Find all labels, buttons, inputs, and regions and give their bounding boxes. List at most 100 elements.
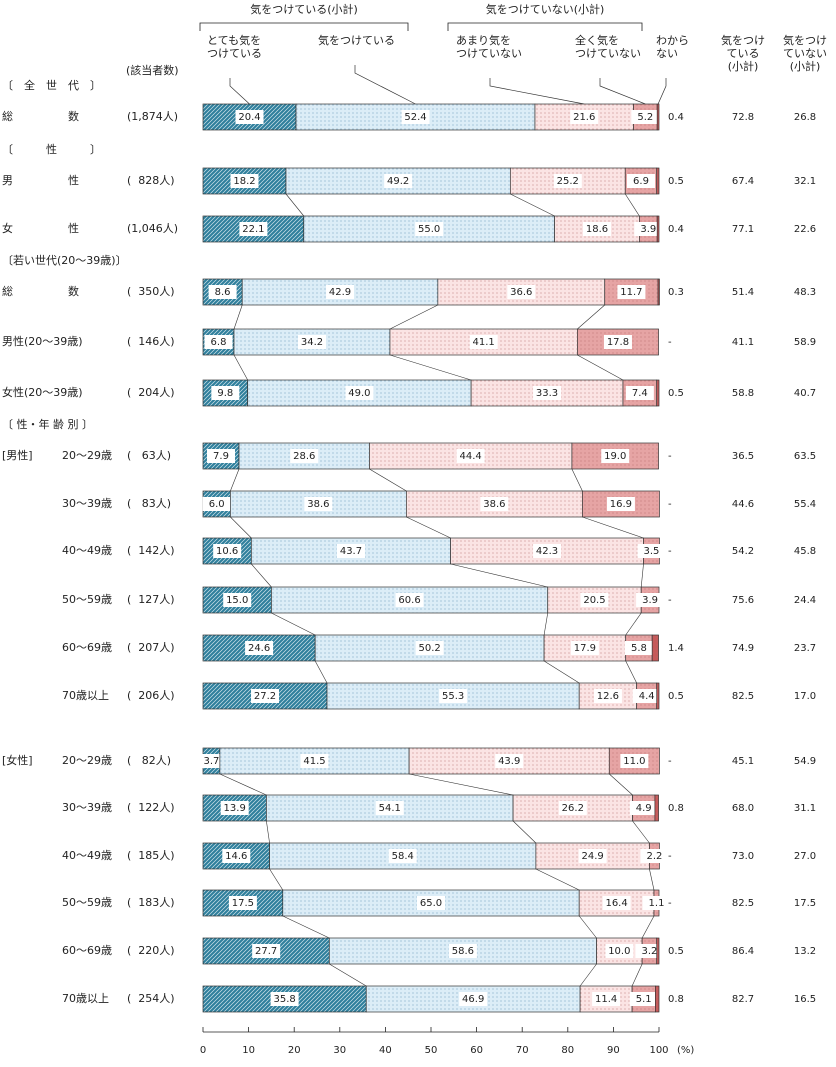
bar-segment [657, 278, 660, 306]
connector [625, 660, 637, 684]
value-label: 44.4 [460, 451, 482, 462]
subtotal-value: 45.8 [794, 546, 816, 557]
subtotal-value: 75.6 [732, 595, 754, 606]
label-box [601, 449, 630, 463]
connector [219, 773, 267, 796]
value-label: 1.4 [668, 643, 684, 654]
category-label: 20～29歳 [62, 754, 112, 767]
bar-segment [654, 794, 659, 822]
subgroup-label: [女性] [2, 754, 33, 767]
label-box [605, 944, 634, 958]
label-box [507, 285, 536, 299]
label-box [592, 992, 621, 1006]
label-box [580, 593, 609, 607]
bar-segment [651, 634, 659, 662]
connector [577, 354, 624, 381]
legend-label: あまり気を つけていない [456, 34, 522, 60]
section-header: 〔 性・年 齢 別 〕 [2, 418, 93, 431]
x-tick-label: 80 [561, 1045, 574, 1056]
x-tick-label: 40 [379, 1045, 392, 1056]
count-label: ( 254人) [127, 992, 175, 1005]
value-label: 10.6 [216, 546, 238, 557]
connector [230, 468, 240, 492]
value-label: - [668, 451, 672, 462]
subtotal-value: 72.8 [732, 112, 754, 123]
label-box [637, 544, 666, 558]
value-label: 0.8 [668, 994, 684, 1005]
count-label: ( 122人) [127, 801, 175, 814]
label-box [625, 386, 654, 400]
value-label: 6.8 [211, 337, 227, 348]
value-label: 3.2 [641, 946, 657, 957]
label-box [632, 689, 661, 703]
leader-line [229, 78, 250, 105]
label-box [326, 285, 355, 299]
label-box [495, 754, 524, 768]
label-box [624, 641, 653, 655]
subtotal-value: 36.5 [732, 451, 754, 462]
x-tick-label: 70 [516, 1045, 529, 1056]
connector [649, 868, 655, 891]
legend-label: わから ない [656, 34, 689, 60]
label-box [220, 801, 249, 815]
connector [609, 773, 633, 796]
label-box [593, 689, 622, 703]
connector [631, 963, 643, 987]
connector [369, 468, 407, 492]
label-box [252, 944, 281, 958]
category-label: 男 性 [2, 174, 79, 187]
connector [578, 915, 597, 939]
x-tick-label: 20 [288, 1045, 301, 1056]
category-label: 女 性 [2, 222, 79, 235]
connector [389, 304, 438, 330]
connector [625, 193, 640, 217]
value-label: 6.0 [209, 499, 225, 510]
label-box [629, 992, 658, 1006]
label-box [553, 174, 582, 188]
value-label: 12.6 [597, 691, 619, 702]
label-box [629, 801, 658, 815]
value-label: 42.9 [329, 287, 351, 298]
subtotal-value: 31.1 [794, 803, 816, 814]
value-label: 3.9 [642, 595, 658, 606]
label-box [230, 174, 259, 188]
subtotal-value: 17.0 [794, 691, 816, 702]
connector [230, 516, 252, 539]
bar-segment [656, 937, 660, 965]
label-box [213, 544, 242, 558]
category-label: 70歳以上 [62, 689, 109, 702]
value-label: 2.2 [646, 851, 662, 862]
category-label: 40～49歳 [62, 849, 112, 862]
category-label: 30～39歳 [62, 801, 112, 814]
category-label: 50～59歳 [62, 593, 112, 606]
connector [577, 304, 605, 330]
label-box [336, 544, 365, 558]
value-label: 0.8 [668, 803, 684, 814]
label-box [640, 849, 669, 863]
subtotal-value: 16.5 [794, 994, 816, 1005]
label-box [456, 449, 485, 463]
connector [329, 963, 367, 987]
value-label: - [668, 851, 672, 862]
label-box [415, 641, 444, 655]
legend-label: 全く気を つけていない [575, 34, 641, 60]
value-label: 4.4 [639, 691, 655, 702]
subtotal-header: 気をつけ ていない (小計) [783, 34, 827, 73]
value-label: 0.3 [668, 287, 684, 298]
value-label: 3.7 [203, 756, 219, 767]
value-label: 17.8 [607, 337, 629, 348]
bar-segment [547, 586, 642, 614]
section-header: 〔 性 〕 [2, 143, 101, 156]
value-label: 24.9 [582, 851, 604, 862]
subtotal-value: 40.7 [794, 388, 816, 399]
subtotal-value: 24.4 [794, 595, 816, 606]
count-label: ( 82人) [127, 754, 172, 767]
label-box [235, 110, 264, 124]
subtotal-value: 54.2 [732, 546, 754, 557]
value-label: 52.4 [404, 112, 426, 123]
bar-segment [543, 634, 627, 662]
count-label: ( 83人) [127, 497, 172, 510]
label-box [300, 754, 329, 768]
value-label: 20.5 [583, 595, 605, 606]
